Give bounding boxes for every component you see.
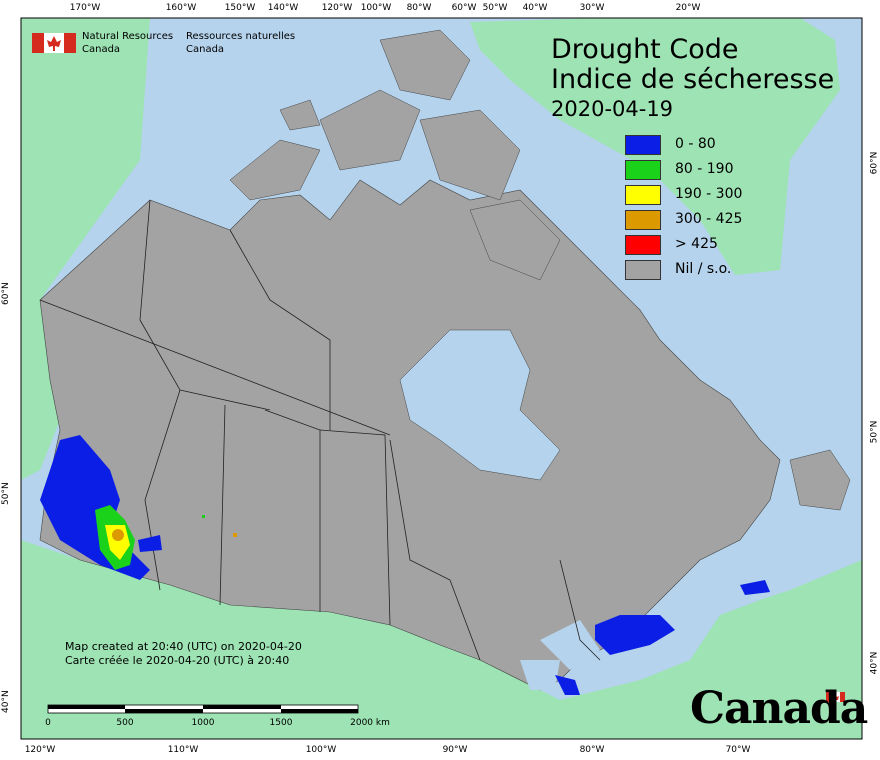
legend-label: 300 - 425 (675, 211, 743, 227)
graticule-label: 60°N (1, 282, 11, 305)
legend-swatch (625, 135, 661, 155)
scale-label: 500 (116, 718, 134, 728)
legend-label: Nil / s.o. (675, 261, 732, 277)
scale-label: 0 (45, 718, 51, 728)
agency-name-fr: Ressources naturelles (186, 31, 296, 42)
canada-wordmark: Canada (690, 683, 868, 734)
graticule-label: 170°W (69, 3, 101, 13)
legend-swatch (625, 160, 661, 180)
legend-swatch (625, 260, 661, 280)
graticule-label: 140°W (267, 3, 299, 13)
graticule-label: 70°W (725, 745, 751, 755)
graticule-label: 150°W (224, 3, 256, 13)
graticule-label: 30°W (579, 3, 605, 13)
graticule-label: 40°N (869, 651, 880, 675)
legend-label: 190 - 300 (675, 186, 743, 202)
graticule-label: 50°N (1, 482, 11, 505)
graticule-label: 60°N (869, 151, 880, 175)
graticule-label: 20°W (675, 3, 701, 13)
graticule-label: 120°W (24, 745, 56, 755)
graticule-label: 40°W (522, 3, 548, 13)
agency-name-en: Natural Resources (82, 31, 174, 42)
graticule-label: 100°W (305, 745, 337, 755)
scale-label: 1000 (191, 718, 215, 728)
graticule-label: 80°W (406, 3, 432, 13)
graticule-label: 80°W (579, 745, 605, 755)
scale-label: 2000 km (350, 718, 390, 728)
legend-label: 80 - 190 (675, 161, 734, 177)
credit-fr: Carte créée le 2020-04-20 (UTC) à 20:40 (65, 654, 290, 667)
graticule-label: 110°W (167, 745, 199, 755)
map-title-en: Drought Code (551, 34, 739, 65)
legend-label: 0 - 80 (675, 136, 716, 152)
legend-swatch (625, 235, 661, 255)
map-date: 2020-04-19 (551, 97, 674, 121)
legend-swatch (625, 210, 661, 230)
graticule-label: 50°N (869, 420, 880, 444)
graticule-label: 60°W (451, 3, 477, 13)
legend-label: > 425 (675, 236, 718, 252)
map-title-fr: Indice de sécheresse (551, 64, 835, 95)
scale-label: 1500 (269, 718, 293, 728)
graticule-label: 50°W (482, 3, 508, 13)
canada-flag-icon (32, 33, 76, 53)
graticule-label: 40°N (1, 690, 11, 713)
wordmark-flag-icon (826, 691, 845, 703)
graticule-label: 100°W (360, 3, 392, 13)
legend-swatch (625, 185, 661, 205)
graticule-label: 160°W (165, 3, 197, 13)
agency-name-en-line2: Canada (82, 44, 121, 55)
graticule-label: 90°W (442, 745, 468, 755)
agency-name-fr-line2: Canada (186, 44, 225, 55)
graticule-label: 120°W (321, 3, 353, 13)
scale-bar (47, 704, 359, 714)
credit-en: Map created at 20:40 (UTC) on 2020-04-20 (65, 640, 302, 653)
